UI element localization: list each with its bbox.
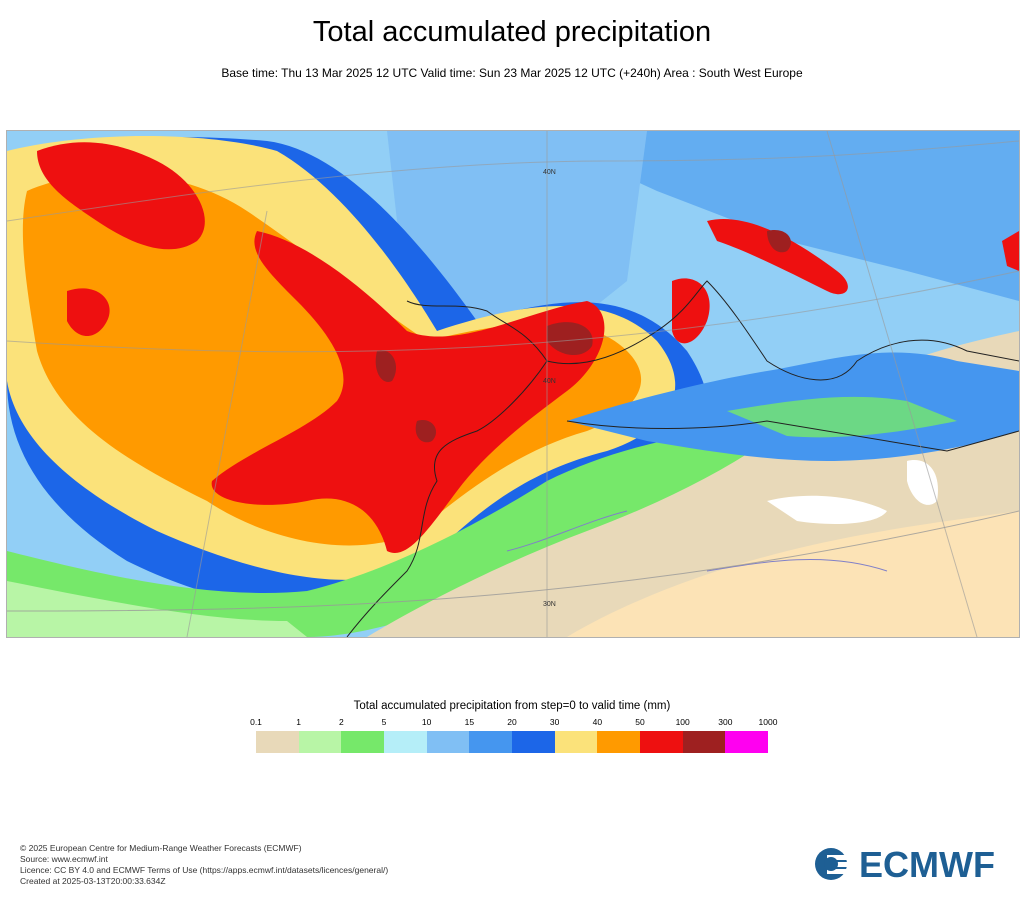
footer: © 2025 European Centre for Medium-Range …: [20, 843, 388, 887]
ecmwf-logo-text: ECMWF: [859, 844, 995, 885]
footer-created: Created at 2025-03-13T20:00:33.634Z: [20, 876, 166, 886]
legend-swatch: [426, 731, 470, 753]
legend-swatch: [341, 731, 385, 753]
ecmwf-logo-icon: [815, 848, 857, 880]
color-legend: [256, 731, 769, 753]
lat-label-mid: 40N: [543, 378, 556, 385]
legend-swatch: [298, 731, 342, 753]
legend-tick-label: 20: [507, 717, 517, 727]
precipitation-map: 40N 30N 40N: [6, 130, 1020, 638]
legend-tick-label: 10: [421, 717, 432, 727]
footer-copyright: © 2025 European Centre for Medium-Range …: [20, 843, 302, 853]
lat-label-north: 40N: [543, 169, 556, 176]
legend-tick-label: 50: [635, 717, 645, 727]
legend-tick-label: 40: [592, 717, 603, 727]
legend-tick-label: 1000: [758, 717, 778, 727]
footer-licence: Licence: CC BY 4.0 and ECMWF Terms of Us…: [20, 865, 389, 875]
legend-ticks: 0.1 1 2 5 10 15 20 30 40 50 100 300 1000: [250, 717, 777, 729]
legend-tick-label: 5: [381, 717, 387, 727]
chart-subtitle: Base time: Thu 13 Mar 2025 12 UTC Valid …: [221, 66, 803, 80]
legend-tick-label: 1: [296, 717, 302, 727]
legend-swatch: [554, 731, 598, 753]
legend-swatch: [682, 731, 726, 753]
lat-label-south: 30N: [543, 601, 556, 608]
chart-title: Total accumulated precipitation: [312, 16, 712, 48]
legend-tick-label: 15: [464, 717, 475, 727]
legend-tick-label: 2: [338, 717, 344, 727]
footer-source: Source: www.ecmwf.int: [20, 854, 108, 864]
legend-swatch: [512, 731, 555, 753]
legend-tick-label: 0.1: [250, 717, 262, 727]
legend-swatch: [597, 731, 641, 753]
legend-tick-label: 100: [675, 717, 690, 727]
legend-swatch: [469, 731, 513, 753]
legend-swatch: [256, 731, 299, 753]
legend-tick-label: 30: [549, 717, 560, 727]
legend-swatch: [640, 731, 683, 753]
legend-title: Total accumulated precipitation from ste…: [353, 700, 671, 712]
legend-swatch: [725, 731, 769, 753]
ecmwf-logo: ECMWF: [813, 844, 1008, 885]
legend-tick-label: 300: [718, 717, 733, 727]
legend-swatch: [384, 731, 427, 753]
